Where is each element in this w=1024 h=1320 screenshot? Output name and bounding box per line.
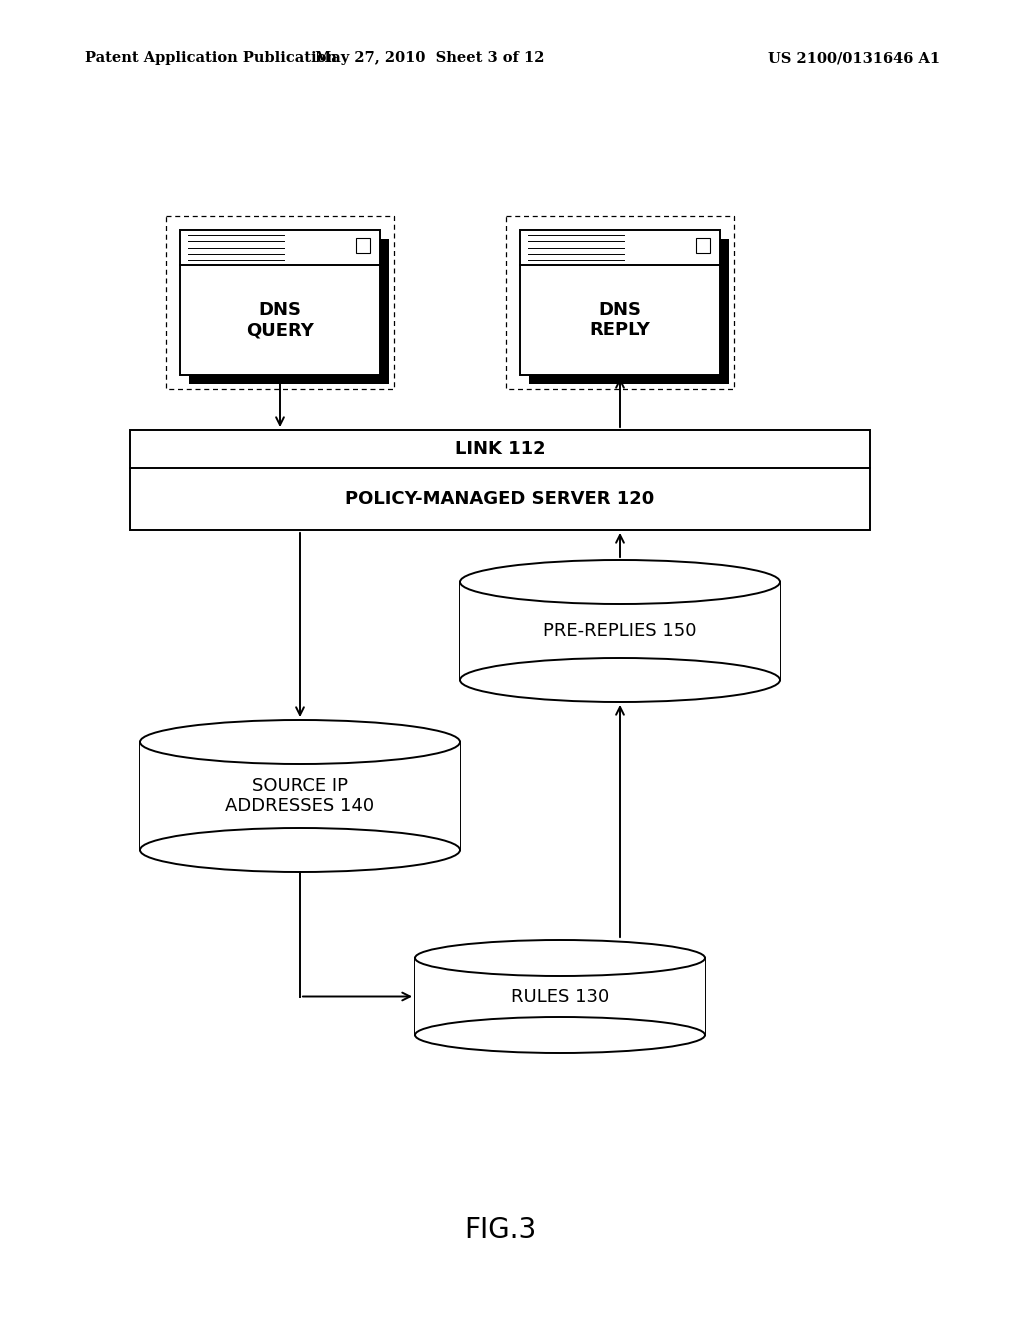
Text: DNS
REPLY: DNS REPLY — [590, 301, 650, 339]
Bar — [506, 216, 734, 389]
Bar — [189, 375, 389, 384]
Text: May 27, 2010  Sheet 3 of 12: May 27, 2010 Sheet 3 of 12 — [315, 51, 545, 65]
Ellipse shape — [415, 940, 705, 975]
Bar — [166, 216, 394, 389]
Text: SOURCE IP
ADDRESSES 140: SOURCE IP ADDRESSES 140 — [225, 776, 375, 816]
Text: RULES 130: RULES 130 — [511, 987, 609, 1006]
Bar — [529, 375, 729, 384]
Bar — [415, 958, 705, 1035]
Bar — [520, 230, 720, 375]
Ellipse shape — [460, 560, 780, 605]
Text: DNS
QUERY: DNS QUERY — [246, 301, 314, 339]
Bar — [460, 582, 780, 680]
Bar — [180, 230, 380, 375]
Ellipse shape — [140, 719, 460, 764]
Bar — [695, 238, 710, 252]
Text: LINK 112: LINK 112 — [455, 440, 546, 458]
Ellipse shape — [415, 1016, 705, 1053]
Bar — [130, 430, 870, 531]
Ellipse shape — [140, 828, 460, 873]
Text: US 2100/0131646 A1: US 2100/0131646 A1 — [768, 51, 940, 65]
Bar — [355, 238, 370, 252]
Text: Patent Application Publication: Patent Application Publication — [85, 51, 337, 65]
Bar — [380, 239, 389, 384]
Text: FIG.3: FIG.3 — [464, 1216, 537, 1243]
Text: PRE-REPLIES 150: PRE-REPLIES 150 — [544, 622, 696, 640]
Bar — [140, 742, 460, 850]
Text: POLICY-MANAGED SERVER 120: POLICY-MANAGED SERVER 120 — [345, 490, 654, 508]
Bar — [720, 239, 729, 384]
Ellipse shape — [460, 657, 780, 702]
